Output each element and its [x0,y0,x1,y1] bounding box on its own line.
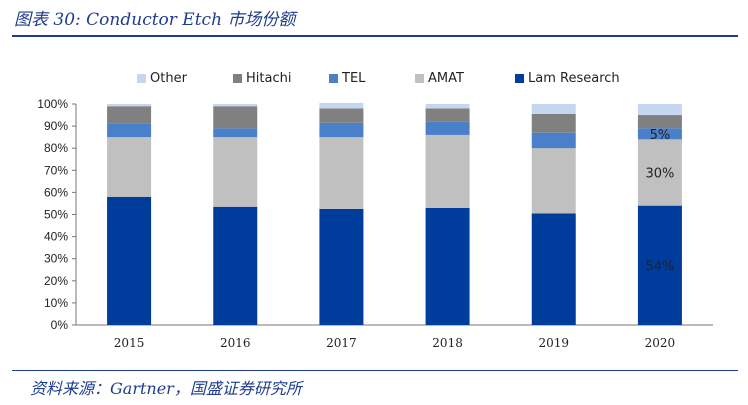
bar-segment-lam-research [319,208,364,325]
bar-segment-lam-research [637,205,682,325]
x-tick-label: 2019 [538,336,569,350]
legend-item: TEL [329,71,365,86]
bar-segment-hitachi [213,106,258,129]
bar-segment-amat [319,137,364,209]
chart-legend: Other Hitachi TEL AMAT Lam Research [0,71,748,89]
legend-label: Other [150,71,187,86]
y-tick-label: 100% [37,97,68,111]
bar-segment-hitachi [637,115,682,129]
x-tick-label: 2017 [326,336,357,350]
bar-segment-amat [213,137,258,207]
y-tick-label: 80% [44,141,68,155]
bar-segment-hitachi [319,108,364,123]
legend-swatch [137,74,146,83]
x-tick-label: 2020 [645,336,676,350]
x-tick-label: 2018 [432,336,463,350]
legend-item: Lam Research [515,71,620,86]
bar-segment-hitachi [531,113,576,133]
bar-segment-other [319,102,364,109]
legend-label: TEL [342,71,366,86]
figure-title: 图表 30: Conductor Etch 市场份额 [14,10,296,30]
y-tick-label: 70% [44,163,68,177]
bar-segment-hitachi [425,108,470,122]
data-label: 54% [645,259,674,274]
source-rule [12,370,738,371]
bar-segment-tel [637,128,682,140]
y-tick-label: 30% [44,252,68,266]
y-tick-label: 40% [44,230,68,244]
bar-segment-lam-research [531,213,576,325]
legend-label: Lam Research [528,71,620,86]
y-tick-label: 0% [51,318,69,332]
data-label: 30% [645,167,674,182]
bar-segment-tel [531,132,576,149]
bar-segment-tel [213,128,258,138]
legend-swatch [329,74,338,83]
y-tick-label: 50% [44,208,68,222]
source-note: 资料来源：Gartner，国盛证券研究所 [30,379,302,398]
legend-swatch [233,74,242,83]
title-rule [12,35,738,37]
x-tick-label: 2015 [114,336,145,350]
bar-segment-lam-research [213,206,258,325]
legend-swatch [515,74,524,83]
legend-item: AMAT [415,71,464,86]
bar-segment-other [107,104,152,107]
y-tick-label: 20% [44,274,68,288]
legend-item: Other [137,71,187,86]
bar-segment-tel [107,123,152,138]
data-label: 5% [650,128,671,143]
y-tick-label: 10% [44,296,68,310]
bar-segment-tel [319,122,364,138]
legend-label: AMAT [428,71,464,86]
bar-segment-hitachi [107,106,152,124]
y-tick-label: 60% [44,185,68,199]
bar-segment-other [213,104,258,107]
x-tick-label: 2016 [220,336,251,350]
legend-label: Hitachi [246,71,292,86]
bar-segment-other [637,104,682,116]
bar-segment-amat [425,134,470,208]
bar-segment-amat [531,148,576,214]
bar-segment-lam-research [107,196,152,325]
bar-segment-other [531,104,576,114]
legend-swatch [415,74,424,83]
y-tick-label: 90% [44,119,68,133]
bar-segment-amat [637,139,682,206]
bar-segment-lam-research [425,207,470,325]
bar-segment-tel [425,121,470,135]
bar-segment-other [425,104,470,109]
bar-segment-amat [107,137,152,197]
legend-item: Hitachi [233,71,291,86]
